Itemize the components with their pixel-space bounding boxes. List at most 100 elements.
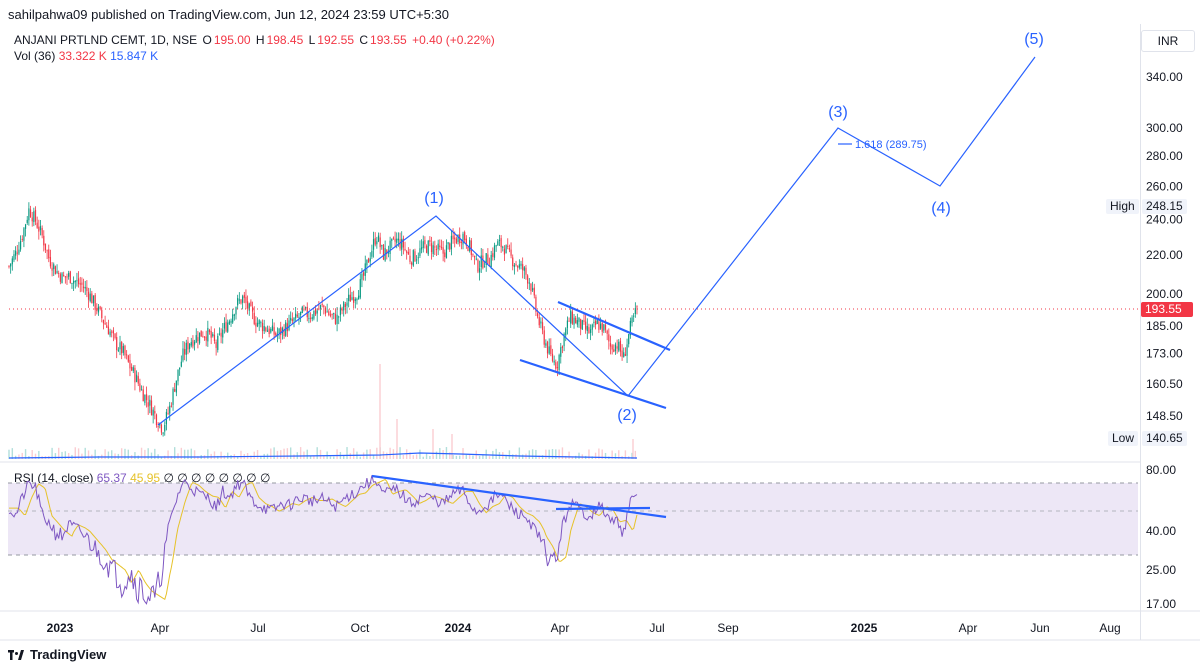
- candle-body: [490, 254, 492, 268]
- candle-body: [348, 294, 350, 302]
- price-tick-label: 160.50: [1146, 377, 1183, 391]
- high-badge-label: High: [1110, 199, 1135, 213]
- candle-body: [633, 315, 635, 317]
- volume-bar: [107, 451, 110, 459]
- candle-body: [596, 320, 598, 325]
- rsi-breakout-line: [555, 506, 651, 511]
- volume-bar: [488, 456, 491, 459]
- price-tick-label: 260.00: [1146, 180, 1183, 194]
- volume-bar: [114, 453, 116, 459]
- candle-body: [475, 258, 477, 260]
- candle-body: [175, 380, 177, 393]
- candle-body: [430, 243, 433, 252]
- candle-body: [202, 336, 204, 338]
- footer-brand[interactable]: TradingView: [30, 647, 107, 662]
- candle-body: [469, 240, 471, 251]
- candle-body: [389, 240, 391, 254]
- price-tick-label: 300.00: [1146, 121, 1183, 135]
- candle-body: [167, 412, 169, 414]
- candle-body: [41, 228, 43, 236]
- volume-bar: [512, 454, 514, 459]
- volume-bar: [104, 449, 106, 459]
- candle-body: [15, 250, 17, 256]
- volume-bar: [611, 450, 613, 459]
- candle-body: [517, 266, 519, 268]
- candle-body: [97, 306, 100, 313]
- candle-body: [361, 273, 363, 280]
- volume-bar: [465, 454, 468, 459]
- candle-body: [233, 314, 235, 316]
- candle-body: [187, 341, 189, 350]
- candle-body: [594, 320, 597, 326]
- volume-bar: [323, 455, 325, 459]
- candle-body: [74, 281, 76, 283]
- candle-body: [84, 287, 86, 289]
- candle-body: [134, 367, 136, 383]
- candle-body: [73, 280, 75, 284]
- high-value: 198.45: [266, 33, 304, 47]
- candle-body: [210, 331, 212, 338]
- candle-body: [225, 321, 227, 332]
- candle-body: [154, 411, 156, 414]
- candle-body: [192, 340, 194, 347]
- candle-body: [58, 272, 60, 274]
- volume-bar: [346, 447, 348, 459]
- candle-body: [575, 317, 577, 324]
- volume-bar: [419, 449, 421, 459]
- candle-body: [245, 296, 247, 303]
- falling-wedge-upper-line: [557, 300, 671, 352]
- candle-body: [114, 333, 116, 338]
- volume-bar: [399, 447, 401, 459]
- candle-body: [142, 389, 144, 402]
- candle-body: [124, 345, 126, 356]
- rsi-divergence-line: [371, 474, 667, 519]
- candle-body: [334, 313, 337, 324]
- candle-body: [550, 345, 552, 354]
- rsi-label[interactable]: RSI (14, close): [14, 471, 94, 485]
- volume-bar: [309, 455, 312, 459]
- candle-body: [11, 258, 13, 265]
- candle-body: [533, 287, 535, 296]
- candle-body: [251, 307, 254, 312]
- candle-body: [213, 334, 216, 342]
- candle-body: [324, 307, 327, 314]
- volume-bar: [34, 453, 37, 459]
- candle-body: [92, 295, 95, 304]
- candle-body: [563, 333, 565, 347]
- candle-body: [102, 320, 105, 324]
- volume-bar: [386, 452, 388, 459]
- volume-bar: [187, 449, 189, 459]
- rsi-line: [8, 475, 638, 605]
- volume-bar: [144, 449, 146, 459]
- candle-body: [568, 320, 570, 322]
- symbol-name[interactable]: ANJANI PRTLND CEMT, 1D, NSE: [14, 33, 198, 47]
- candle-body: [28, 208, 30, 221]
- volume-label[interactable]: Vol (36): [14, 49, 56, 63]
- candle-body: [522, 264, 524, 271]
- candle-body: [546, 341, 549, 354]
- candle-body: [240, 299, 242, 304]
- volume-bar: [594, 452, 597, 459]
- volume-bar: [177, 453, 179, 459]
- candle-body: [404, 249, 406, 251]
- candle-body: [586, 325, 588, 331]
- volume-ma-value: 15.847 K: [110, 49, 159, 63]
- volume-bar: [359, 456, 361, 459]
- volume-bar: [614, 453, 617, 459]
- candle-body: [397, 238, 399, 241]
- volume-bar: [316, 447, 318, 459]
- candle-body: [160, 424, 163, 433]
- volume-bar: [273, 447, 275, 459]
- candle-body: [339, 307, 341, 316]
- time-tick-label: Jun: [1030, 621, 1049, 635]
- candle-body: [208, 329, 211, 333]
- volume-bar: [77, 448, 80, 459]
- candle-body: [308, 317, 310, 320]
- candle-body: [548, 346, 550, 354]
- currency-button[interactable]: INR: [1141, 30, 1195, 52]
- candle-body: [331, 314, 333, 316]
- candle-body: [265, 327, 267, 331]
- volume-spike-bar: [632, 439, 634, 459]
- candle-body: [203, 336, 206, 338]
